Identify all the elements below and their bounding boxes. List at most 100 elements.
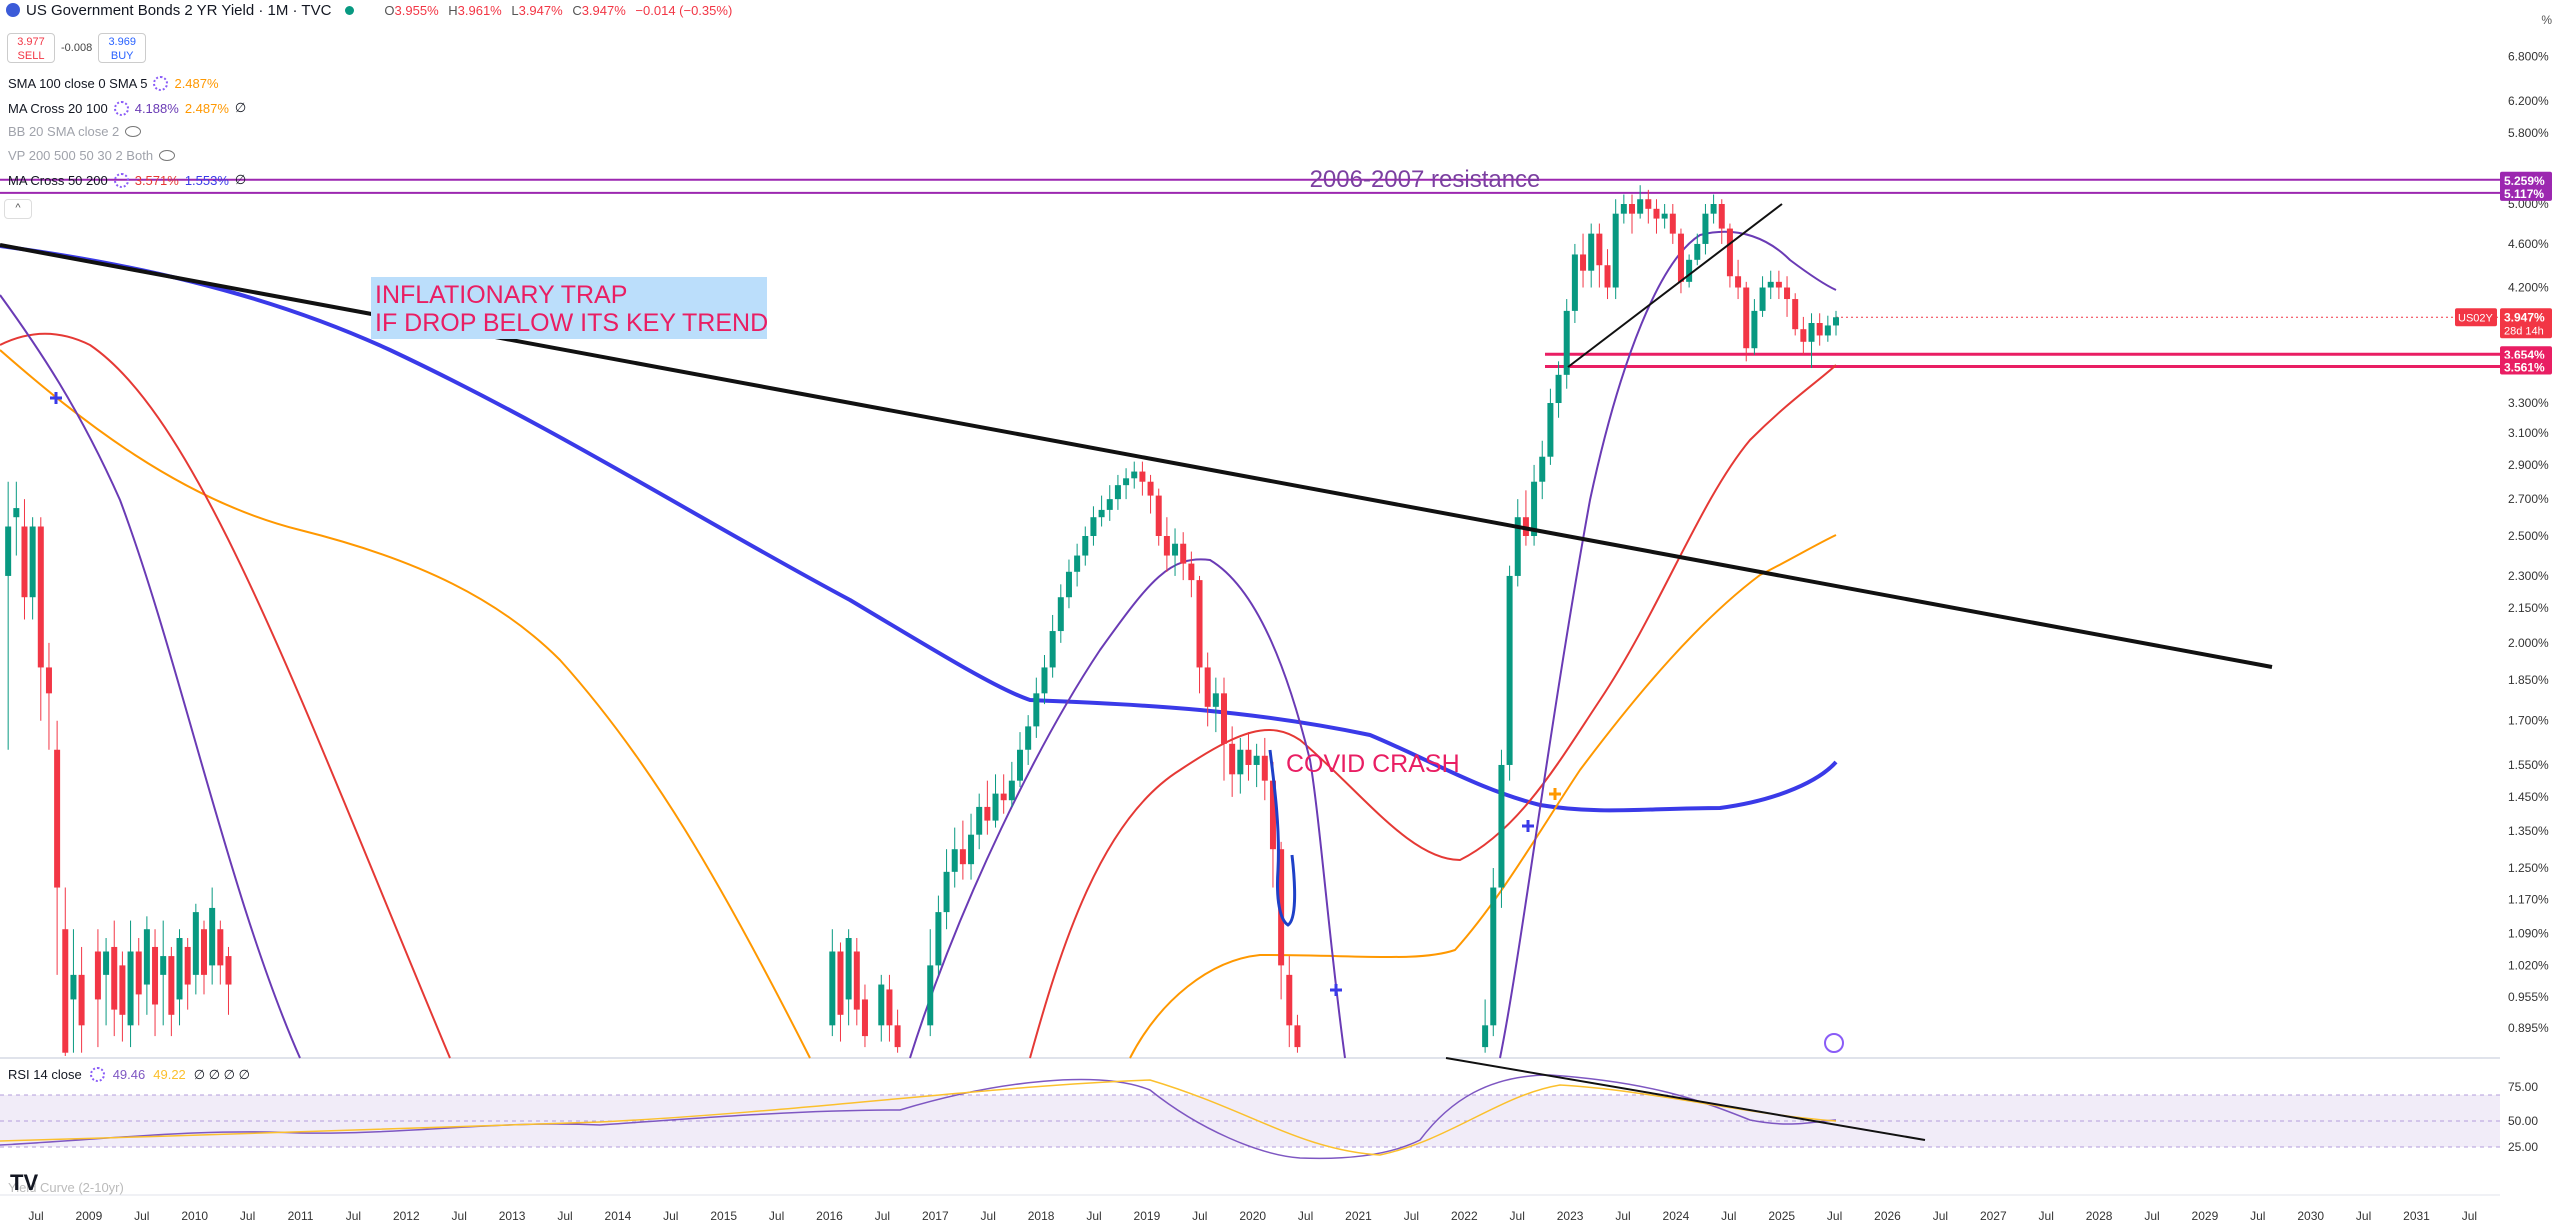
rsi-ma-line <box>0 1079 1837 1156</box>
candle-body <box>1017 749 1023 781</box>
x-tick-label: 2022 <box>1451 1209 1478 1223</box>
candle-body <box>209 907 216 966</box>
y-tick-label: 1.350% <box>2508 824 2549 838</box>
collapse-legend-button[interactable]: ^ <box>4 199 32 219</box>
yield-curve-legend[interactable]: Yield Curve (2-10yr) <box>8 1180 124 1195</box>
annotation-text: IF DROP BELOW ITS KEY TREND <box>375 309 768 337</box>
settings-icon[interactable] <box>113 172 129 188</box>
candle-body <box>1286 974 1293 1026</box>
candle-body <box>1090 517 1097 536</box>
candle-body <box>1253 755 1260 765</box>
x-tick-label: 2012 <box>393 1209 420 1223</box>
y-tick-label: 1.090% <box>2508 927 2549 941</box>
candle-body <box>1123 478 1130 486</box>
x-tick-label: Jul <box>875 1209 890 1223</box>
candle-body <box>1269 780 1276 850</box>
sell-button[interactable]: 3.977 SELL <box>7 33 55 63</box>
rsi-line <box>0 1074 1837 1160</box>
candle-body <box>1694 243 1701 260</box>
hidden-eye-icon[interactable] <box>159 150 176 161</box>
x-tick-label: 2015 <box>710 1209 737 1223</box>
candle-body <box>1653 208 1660 219</box>
y-tick-label: 2.900% <box>2508 458 2549 472</box>
candle-body <box>837 951 844 1015</box>
x-tick-label: 2016 <box>816 1209 843 1223</box>
buy-button[interactable]: 3.969 BUY <box>98 33 147 63</box>
symbol-title[interactable]: US Government Bonds 2 YR Yield · 1M · TV… <box>26 1 332 19</box>
candle-body <box>1702 213 1709 244</box>
y-tick-label: 6.200% <box>2508 94 2549 108</box>
x-tick-label: Jul <box>1615 1209 1630 1223</box>
indicator-ma-cross-50-200[interactable]: MA Cross 50 200 3.571% 1.553% ∅ <box>8 172 247 188</box>
candle-body <box>1188 563 1195 581</box>
candle-body <box>160 956 167 975</box>
candle-body <box>1106 499 1113 510</box>
rsi-tick-label: 50.00 <box>2508 1114 2538 1128</box>
candle-body <box>1824 325 1831 336</box>
candle-body <box>1759 287 1766 311</box>
rsi-legend[interactable]: RSI 14 close 49.46 49.22 ∅ ∅ ∅ ∅ <box>8 1067 250 1082</box>
candle-body <box>29 526 36 598</box>
candle-body <box>1131 471 1138 479</box>
x-tick-label: Jul <box>346 1209 361 1223</box>
candle-body <box>1261 755 1268 781</box>
y-tick-label: 1.250% <box>2508 861 2549 875</box>
candle-body <box>1490 887 1497 1026</box>
price-axis <box>2500 0 2560 1230</box>
y-tick-label: 6.800% <box>2508 50 2549 64</box>
y-tick-label: 4.600% <box>2508 237 2549 251</box>
candle-body <box>927 965 934 1026</box>
candle-body <box>1833 317 1839 326</box>
indicator-bb[interactable]: BB 20 SMA close 2 <box>8 124 142 139</box>
sma100-line <box>0 244 1838 813</box>
candle-body <box>1686 259 1693 282</box>
candle-body <box>1114 485 1121 500</box>
settings-icon[interactable] <box>89 1067 105 1082</box>
y-tick-label: 0.955% <box>2508 990 2549 1004</box>
candle-body <box>103 951 110 975</box>
candle-body <box>829 951 836 1026</box>
candle-body <box>1065 571 1072 598</box>
x-tick-label: 2027 <box>1980 1209 2007 1223</box>
candle-body <box>127 951 134 1026</box>
x-tick-label: Jul <box>557 1209 572 1223</box>
candle-body <box>1735 276 1742 288</box>
y-tick-label: 2.000% <box>2508 636 2549 650</box>
candle-body <box>225 956 232 985</box>
uptrend-line <box>1567 203 1783 368</box>
x-tick-label: Jul <box>1933 1209 1948 1223</box>
candle-body <box>959 849 966 865</box>
y-tick-label: 3.100% <box>2508 426 2549 440</box>
x-tick-label: 2011 <box>288 1209 314 1223</box>
candle-body <box>1816 323 1823 336</box>
y-tick-label: 2.300% <box>2508 569 2549 583</box>
settings-icon[interactable] <box>153 76 169 91</box>
candle-body <box>1661 213 1668 219</box>
annotation-text: INFLATIONARY TRAP <box>375 281 627 309</box>
candle-body <box>1098 509 1105 518</box>
x-tick-label: 2017 <box>922 1209 949 1223</box>
candle-body <box>1563 310 1570 375</box>
hidden-eye-icon[interactable] <box>125 126 142 137</box>
x-tick-label: 2024 <box>1663 1209 1690 1223</box>
candle-body <box>1596 233 1603 266</box>
y-tick-label: 2.500% <box>2508 529 2549 543</box>
settings-icon[interactable] <box>113 100 129 116</box>
price-label-box <box>2500 184 2552 201</box>
candle-body <box>1221 693 1227 744</box>
candle-body <box>1237 749 1244 775</box>
indicator-sma100[interactable]: SMA 100 close 0 SMA 5 2.487% <box>8 76 219 91</box>
indicator-ma-cross-20-100[interactable]: MA Cross 20 100 4.188% 2.487% ∅ <box>8 100 247 116</box>
x-tick-label: 2020 <box>1239 1209 1266 1223</box>
candle-body <box>1180 543 1187 564</box>
candle-body <box>1025 726 1032 750</box>
candle-body <box>54 749 61 888</box>
indicator-vp[interactable]: VP 200 500 50 30 2 Both <box>8 148 176 163</box>
candle-body <box>1547 403 1554 457</box>
candle-body <box>1726 228 1733 277</box>
ma20-line <box>0 230 1837 1059</box>
rsi-tick-label: 25.00 <box>2508 1140 2538 1154</box>
y-tick-label: 2.700% <box>2508 492 2549 506</box>
candle-body <box>1212 693 1219 707</box>
